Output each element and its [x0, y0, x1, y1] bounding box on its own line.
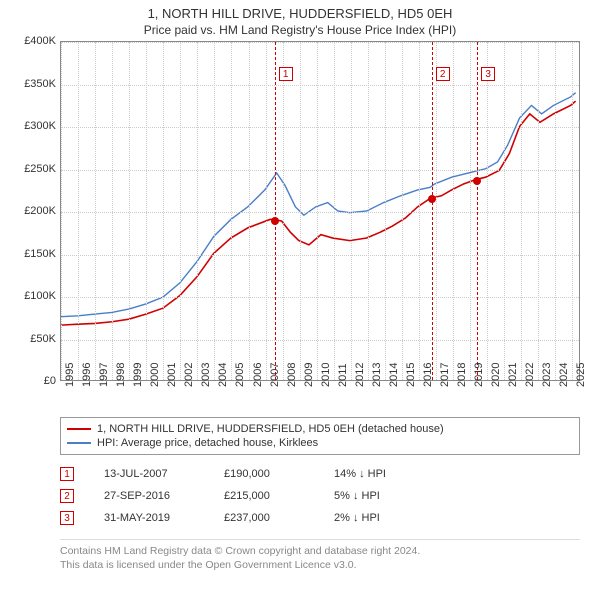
event-row: 3 31-MAY-2019 £237,000 2% ↓ HPI — [60, 507, 580, 529]
y-tick-label: £50K — [10, 333, 56, 345]
y-tick-label: £150K — [10, 248, 56, 260]
event-row-price: £215,000 — [224, 490, 304, 502]
gridline-v — [231, 42, 232, 380]
legend-label: HPI: Average price, detached house, Kirk… — [97, 437, 318, 449]
gridline-h — [61, 127, 579, 128]
y-tick-label: £350K — [10, 78, 56, 90]
event-line — [432, 42, 433, 380]
chart-title: 1, NORTH HILL DRIVE, HUDDERSFIELD, HD5 0… — [0, 0, 600, 21]
event-row-number: 2 — [60, 489, 74, 503]
gridline-v — [470, 42, 471, 380]
x-tick-label: 2025 — [575, 363, 600, 387]
gridline-v — [317, 42, 318, 380]
y-tick-label: £400K — [10, 35, 56, 47]
legend-swatch — [67, 442, 91, 444]
gridline-v — [351, 42, 352, 380]
gridline-h — [61, 85, 579, 86]
event-marker-dot — [271, 217, 279, 225]
gridline-h — [61, 212, 579, 213]
legend-item: 1, NORTH HILL DRIVE, HUDDERSFIELD, HD5 0… — [67, 422, 573, 436]
gridline-v — [266, 42, 267, 380]
gridline-h — [61, 255, 579, 256]
y-tick-label: £100K — [10, 290, 56, 302]
gridline-v — [453, 42, 454, 380]
gridline-v — [197, 42, 198, 380]
events-table: 1 13-JUL-2007 £190,000 14% ↓ HPI 2 27-SEP-201… — [60, 463, 580, 529]
gridline-h — [61, 340, 579, 341]
event-number-box: 2 — [436, 67, 450, 81]
gridline-v — [334, 42, 335, 380]
legend: 1, NORTH HILL DRIVE, HUDDERSFIELD, HD5 0… — [60, 417, 580, 455]
gridline-v — [555, 42, 556, 380]
plot-area: 1 2 3 — [60, 41, 580, 381]
event-row-delta: 14% ↓ HPI — [334, 468, 424, 480]
gridline-v — [300, 42, 301, 380]
event-row-date: 13-JUL-2007 — [104, 468, 194, 480]
y-tick-label: £300K — [10, 120, 56, 132]
event-row-price: £237,000 — [224, 512, 304, 524]
chart-subtitle: Price paid vs. HM Land Registry's House … — [0, 21, 600, 41]
gridline-v — [146, 42, 147, 380]
event-row-date: 31-MAY-2019 — [104, 512, 194, 524]
gridline-v — [521, 42, 522, 380]
event-row-price: £190,000 — [224, 468, 304, 480]
event-row-delta: 5% ↓ HPI — [334, 490, 424, 502]
event-marker-dot — [428, 195, 436, 203]
gridline-h — [61, 42, 579, 43]
gridline-v — [419, 42, 420, 380]
line-layer — [61, 42, 579, 380]
gridline-v — [385, 42, 386, 380]
gridline-v — [402, 42, 403, 380]
gridline-v — [163, 42, 164, 380]
event-number-box: 3 — [481, 67, 495, 81]
gridline-h — [61, 170, 579, 171]
gridline-v — [129, 42, 130, 380]
attribution-line2: This data is licensed under the Open Gov… — [60, 558, 580, 572]
series-property — [61, 101, 576, 325]
gridline-v — [572, 42, 573, 380]
chart-area: 1 2 3 £0 £50K £100K £150K £200K £250K £300K £350K… — [10, 41, 590, 411]
event-row-delta: 2% ↓ HPI — [334, 512, 424, 524]
gridline-v — [283, 42, 284, 380]
gridline-v — [78, 42, 79, 380]
legend-swatch — [67, 428, 91, 430]
event-row: 1 13-JUL-2007 £190,000 14% ↓ HPI — [60, 463, 580, 485]
gridline-v — [61, 42, 62, 380]
event-marker-dot — [473, 177, 481, 185]
gridline-v — [180, 42, 181, 380]
y-tick-label: £250K — [10, 163, 56, 175]
event-line — [477, 42, 478, 380]
gridline-v — [249, 42, 250, 380]
attribution: Contains HM Land Registry data © Crown c… — [60, 539, 580, 572]
y-tick-label: £200K — [10, 205, 56, 217]
gridline-v — [487, 42, 488, 380]
gridline-v — [504, 42, 505, 380]
legend-label: 1, NORTH HILL DRIVE, HUDDERSFIELD, HD5 0… — [97, 423, 444, 435]
event-row: 2 27-SEP-2016 £215,000 5% ↓ HPI — [60, 485, 580, 507]
event-row-date: 27-SEP-2016 — [104, 490, 194, 502]
gridline-h — [61, 297, 579, 298]
event-number-box: 1 — [279, 67, 293, 81]
event-row-number: 1 — [60, 467, 74, 481]
gridline-v — [112, 42, 113, 380]
gridline-v — [436, 42, 437, 380]
attribution-line1: Contains HM Land Registry data © Crown c… — [60, 544, 580, 558]
event-line — [275, 42, 276, 380]
legend-item: HPI: Average price, detached house, Kirk… — [67, 436, 573, 450]
gridline-v — [538, 42, 539, 380]
gridline-v — [95, 42, 96, 380]
gridline-v — [214, 42, 215, 380]
event-row-number: 3 — [60, 511, 74, 525]
gridline-v — [368, 42, 369, 380]
y-tick-label: £0 — [10, 375, 56, 387]
